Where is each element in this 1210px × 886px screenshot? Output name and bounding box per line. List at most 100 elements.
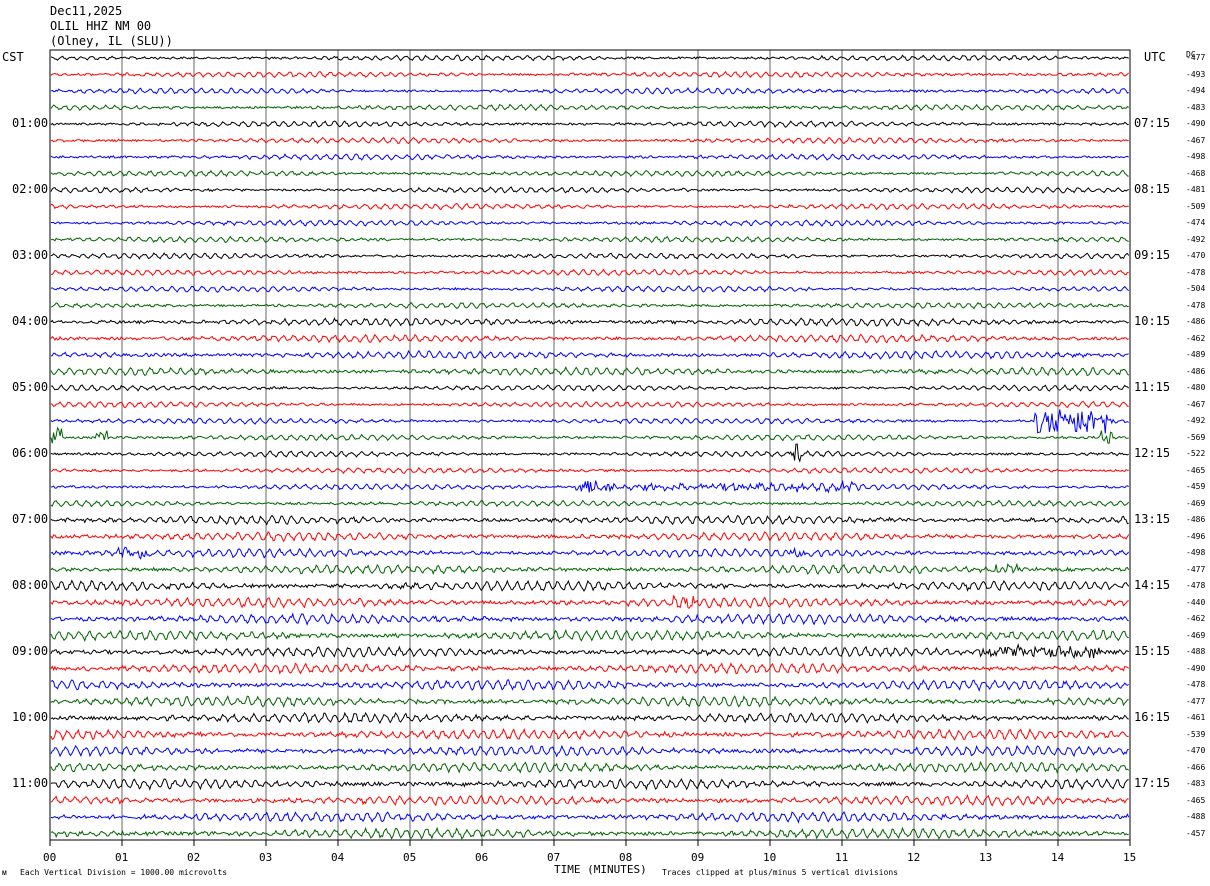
- seismic-trace: [50, 744, 1129, 758]
- seismic-trace: [50, 727, 1129, 742]
- dc-offset-label: -569: [1186, 432, 1206, 442]
- seismic-trace: [50, 366, 1130, 377]
- seismic-trace: [50, 400, 1129, 409]
- x-tick-label: 15: [1123, 851, 1137, 864]
- seismic-trace: [50, 695, 1129, 709]
- dc-offset-label: -470: [1186, 746, 1206, 755]
- seismic-trace: [50, 760, 1130, 775]
- x-tick-label: 07: [547, 851, 561, 864]
- seismic-trace: [50, 317, 1129, 328]
- x-tick-label: 13: [979, 851, 993, 864]
- seismic-trace: [50, 285, 1130, 293]
- right-hour-label: 16:15: [1134, 710, 1171, 724]
- x-tick-label: 12: [907, 851, 921, 864]
- seismic-trace: [50, 777, 1129, 791]
- dc-offset-label: -509: [1186, 201, 1206, 211]
- seismic-trace: [50, 333, 1129, 344]
- x-tick-label: 01: [115, 851, 129, 864]
- dc-offset-label: -478: [1186, 267, 1206, 277]
- seismic-trace: [50, 136, 1129, 145]
- right-hour-label: 17:15: [1134, 776, 1171, 790]
- seismic-trace: [50, 466, 1129, 475]
- left-hour-label: 06:00: [12, 446, 49, 460]
- header-date: Dec11,2025: [50, 4, 123, 18]
- right-hour-label: 10:15: [1134, 314, 1171, 328]
- seismic-trace: [50, 120, 1129, 128]
- dc-offset-label: -474: [1186, 218, 1206, 227]
- dc-offset-label: -504: [1186, 284, 1206, 293]
- right-hour-label: 08:15: [1134, 182, 1171, 196]
- left-hour-label: 10:00: [12, 710, 49, 724]
- seismic-trace: [50, 679, 1129, 692]
- dc-offset-label: -498: [1186, 548, 1206, 557]
- left-timezone-label: CST: [2, 50, 24, 64]
- footer-mark: ᴍ: [2, 868, 7, 877]
- right-hour-label: 12:15: [1134, 446, 1171, 460]
- dc-offset-label: -490: [1186, 119, 1206, 128]
- dc-offset-label: -481: [1186, 185, 1206, 194]
- footer-clip-note: Traces clipped at plus/minus 5 vertical …: [662, 868, 899, 877]
- dc-offset-label: -457: [1186, 828, 1206, 838]
- dc-offset-label: -483: [1186, 779, 1206, 788]
- dc-offset-label: -478: [1186, 300, 1206, 310]
- dc-offset-label: -478: [1186, 581, 1206, 590]
- x-tick-label: 08: [619, 851, 633, 864]
- seismic-trace: [50, 87, 1129, 95]
- seismic-trace: [50, 103, 1129, 112]
- seismic-trace: [50, 826, 1129, 840]
- x-axis-title: TIME (MINUTES): [554, 863, 647, 876]
- seismic-trace: [50, 562, 1130, 576]
- dc-offset-label: -467: [1186, 135, 1206, 145]
- plot-grid: [49, 49, 1131, 846]
- dc-offset-label: -468: [1186, 168, 1206, 178]
- left-hour-label: 01:00: [12, 116, 49, 130]
- seismic-trace: [50, 268, 1129, 277]
- seismic-traces: [50, 54, 1130, 840]
- dc-header-label: DC: [1186, 50, 1196, 59]
- dc-offset-label: -469: [1186, 630, 1206, 640]
- seismic-trace: [50, 629, 1129, 642]
- dc-offset-label: -466: [1186, 762, 1206, 772]
- x-tick-label: 05: [403, 851, 417, 864]
- seismic-trace: [50, 811, 1130, 824]
- seismic-trace: [50, 153, 1129, 161]
- seismic-trace: [50, 252, 1130, 260]
- dc-offset-label: -462: [1186, 614, 1206, 623]
- dc-offset-label: -459: [1186, 482, 1206, 491]
- dc-offset-label: -440: [1186, 597, 1206, 607]
- dc-offset-label: -461: [1186, 713, 1206, 722]
- seismic-trace: [50, 546, 1130, 560]
- right-hour-label: 15:15: [1134, 644, 1171, 658]
- x-tick-label: 10: [763, 851, 777, 864]
- seismic-trace: [50, 514, 1129, 526]
- dc-offset-label: -492: [1186, 416, 1206, 425]
- seismic-trace: [50, 662, 1129, 675]
- dc-offset-label: -486: [1186, 515, 1206, 524]
- plot-frame: [49, 49, 1131, 841]
- dc-offset-label: -486: [1186, 317, 1206, 326]
- header-station: OLIL HHZ NM 00: [50, 19, 152, 33]
- footer-vertical-division: Each Vertical Division = 1000.00 microvo…: [20, 868, 228, 877]
- seismic-trace: [50, 499, 1130, 508]
- x-tick-label: 11: [835, 851, 849, 864]
- right-hour-label: 07:15: [1134, 116, 1171, 130]
- left-hour-label: 07:00: [12, 512, 49, 526]
- seismic-trace: [50, 70, 1130, 79]
- dc-offset-label: -489: [1186, 350, 1206, 359]
- dc-offset-label: -522: [1186, 449, 1206, 458]
- seismic-trace: [50, 349, 1129, 361]
- dc-offset-label: -488: [1186, 647, 1206, 656]
- seismic-trace: [50, 443, 1129, 463]
- dc-offset-label: -493: [1186, 69, 1206, 79]
- seismic-trace: [50, 793, 1129, 807]
- x-tick-label: 06: [475, 851, 489, 864]
- dc-offset-label: -467: [1186, 399, 1206, 409]
- left-hour-label: 08:00: [12, 578, 49, 592]
- left-hour-label: 09:00: [12, 644, 49, 658]
- dc-offset-label: -498: [1186, 152, 1206, 161]
- dc-offset-label: -469: [1186, 498, 1206, 508]
- dc-offset-label: -477: [1186, 53, 1206, 62]
- dc-offset-label: -465: [1186, 465, 1206, 475]
- dc-offset-label: -486: [1186, 366, 1206, 376]
